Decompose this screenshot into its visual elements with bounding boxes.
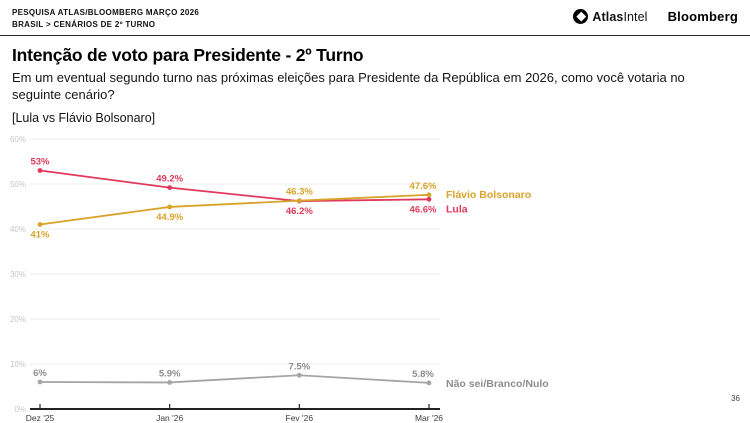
data-point-marker: [426, 380, 432, 386]
atlasintel-wordmark-bold: Atlas: [592, 9, 624, 24]
survey-kicker: PESQUISA ATLAS/BLOOMBERG MARÇO 2026: [12, 8, 200, 17]
x-axis-tick-label: Jan '26: [156, 413, 183, 423]
line-chart: 0% 10% 20% 30% 40% 50% 60% Dez '25 Jan '26 Fev '2…: [10, 135, 549, 423]
data-point-label: 7.5%: [289, 361, 311, 372]
y-axis-tick-label: 10%: [10, 360, 26, 369]
data-point-marker: [37, 379, 43, 385]
data-point-marker: [167, 204, 173, 210]
data-point-label: 46.6%: [410, 204, 437, 215]
series-line: [39, 374, 430, 384]
page-title: Intenção de voto para Presidente - 2º Tu…: [12, 45, 364, 66]
breadcrumb: BRASIL > CENÁRIOS DE 2º TURNO: [12, 19, 156, 29]
data-point-marker: [167, 185, 173, 190]
x-axis-tick-label: Mar '26: [415, 413, 443, 423]
data-point-marker: [296, 372, 302, 378]
data-point-label: 49.2%: [156, 174, 183, 185]
series-line: [39, 169, 430, 202]
slide-body: Intenção de voto para Presidente - 2º Tu…: [0, 45, 750, 423]
scenario-label: [Lula vs Flávio Bolsonaro]: [12, 110, 156, 125]
series-line: [39, 193, 430, 226]
bloomberg-logo: Bloomberg: [667, 9, 738, 24]
atlasintel-wordmark-light: Intel: [623, 9, 648, 24]
data-point-label: 46.3%: [286, 187, 313, 198]
data-point-label: 44.9%: [156, 212, 183, 223]
data-point-marker: [426, 196, 432, 202]
data-point-marker: [37, 222, 43, 227]
data-point-label: 5.8%: [412, 369, 434, 380]
y-axis-tick-label: 0%: [14, 405, 26, 414]
data-point-label: 41%: [30, 229, 50, 240]
data-point-marker: [37, 168, 43, 173]
series-name-label: Lula: [446, 203, 468, 215]
y-axis-tick-label: 50%: [10, 180, 26, 189]
survey-question: Em um eventual segundo turno nas próxima…: [12, 70, 685, 103]
atlasintel-logo: AtlasIntel: [573, 9, 647, 24]
data-point-marker: [296, 198, 302, 204]
data-point-label: 46.2%: [286, 206, 313, 217]
header-text-block: PESQUISA ATLAS/BLOOMBERG MARÇO 2026 BRAS…: [12, 7, 199, 30]
data-point-marker: [167, 380, 173, 385]
data-point-label: 53%: [30, 156, 50, 167]
data-point-label: 5.9%: [159, 368, 181, 379]
y-axis-tick-label: 60%: [10, 135, 26, 144]
data-point-marker: [426, 192, 432, 198]
series-name-label: Não sei/Branco/Nulo: [446, 378, 549, 390]
y-axis-tick-label: 20%: [10, 315, 26, 324]
y-axis-tick-label: 30%: [10, 270, 26, 279]
header: PESQUISA ATLAS/BLOOMBERG MARÇO 2026 BRAS…: [0, 0, 750, 37]
x-axis-tick-label: Fev '26: [286, 413, 314, 423]
series-name-label: Flávio Bolsonaro: [446, 189, 531, 201]
atlasintel-wordmark: AtlasIntel: [592, 10, 647, 24]
x-axis-tick-label: Dez '25: [26, 413, 55, 423]
y-axis-tick-label: 40%: [10, 225, 26, 234]
page-number: 36: [731, 394, 740, 403]
data-point-label: 6%: [33, 368, 47, 379]
logo-group: AtlasIntel Bloomberg: [573, 7, 738, 24]
data-point-label: 47.6%: [410, 181, 437, 192]
atlasintel-diamond-icon: [573, 9, 589, 24]
